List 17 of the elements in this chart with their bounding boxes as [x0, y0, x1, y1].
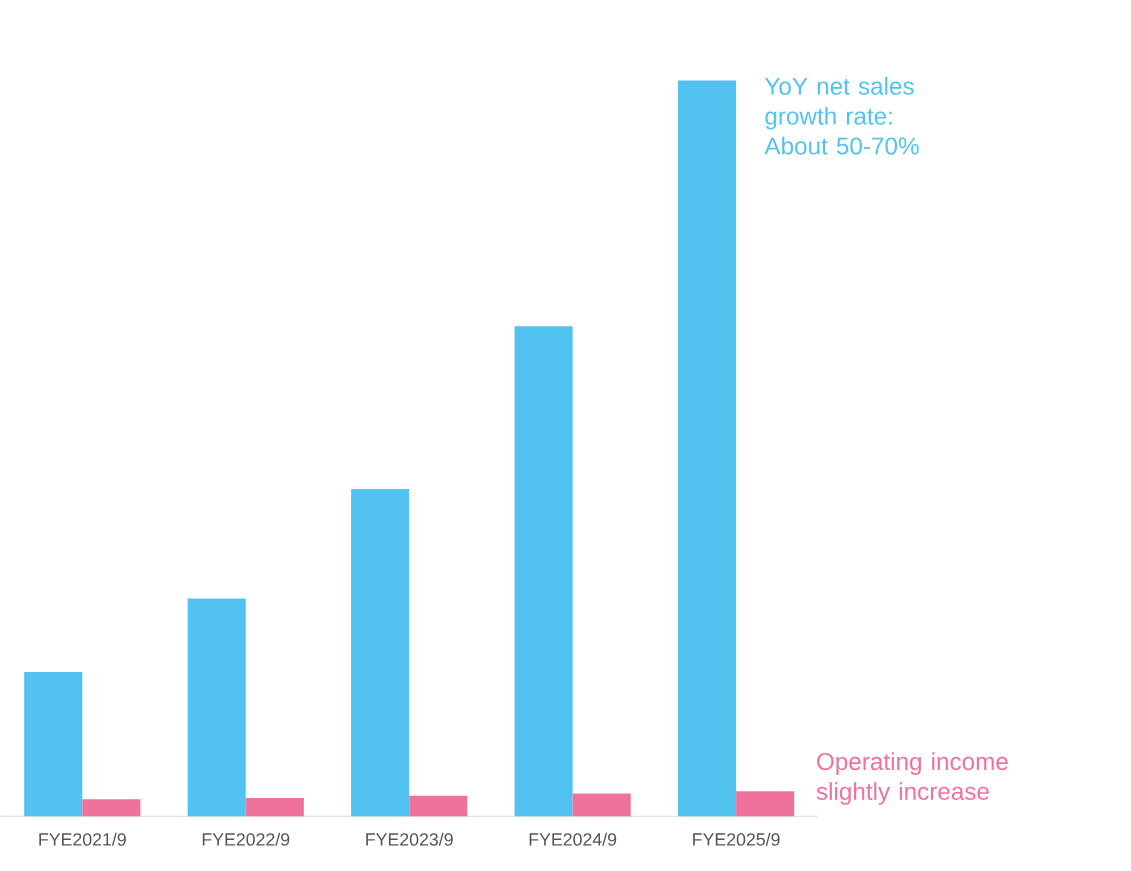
bar: [187, 598, 246, 817]
x-tick-label: FYE2023/9: [366, 832, 453, 846]
x-tick-label: FYE2025/9: [693, 832, 780, 846]
bar: [572, 793, 631, 817]
bar: [514, 326, 573, 817]
x-tick-label: FYE2022/9: [202, 832, 290, 846]
bar: [409, 795, 468, 817]
bar: [82, 799, 141, 817]
series-label: YoY net sales growth rate: About 50-70%: [764, 77, 919, 155]
series-label: Operating income slightly increase: [816, 752, 1008, 806]
x-tick-label: FYE2024/9: [529, 832, 617, 846]
bar: [24, 672, 83, 817]
bar: [245, 798, 304, 817]
bar: [677, 80, 737, 817]
x-tick-label: FYE2021/9: [39, 832, 126, 846]
bar: [351, 489, 410, 817]
bar: [736, 791, 795, 817]
